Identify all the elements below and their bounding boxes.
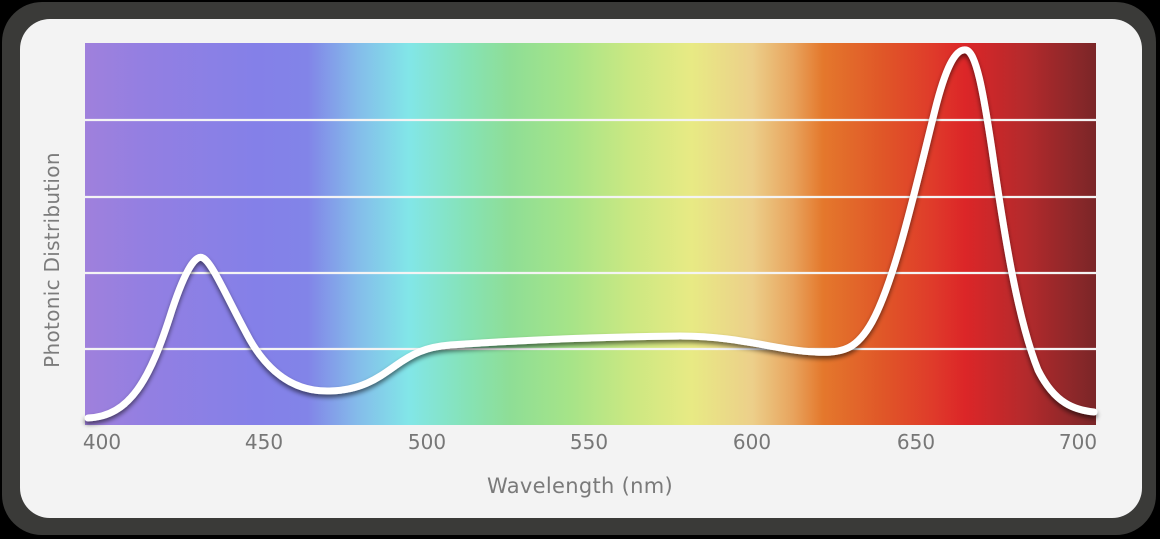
x-tick-500: 500: [407, 430, 447, 454]
x-tick-600: 600: [732, 430, 772, 454]
x-axis-title: Wavelength (nm): [487, 474, 673, 498]
x-tick-650: 650: [896, 430, 936, 454]
spectrum-curve: [84, 46, 1098, 422]
x-tick-700: 700: [1058, 430, 1098, 454]
y-axis-title: Photonic Distribution: [40, 152, 64, 368]
x-tick-550: 550: [569, 430, 609, 454]
spectrum-background: [85, 43, 1096, 425]
x-tick-450: 450: [244, 430, 284, 454]
x-tick-400: 400: [82, 430, 122, 454]
